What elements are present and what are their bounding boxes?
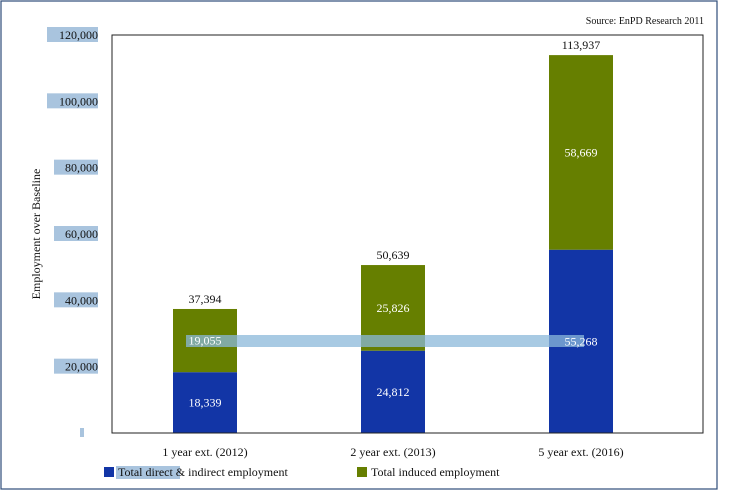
y-tick-label-3: 60,000 bbox=[65, 227, 98, 241]
y-tick-label-bg-4 bbox=[54, 159, 98, 175]
plot-area-border bbox=[111, 34, 704, 434]
y-tick-label-backgrounds bbox=[47, 27, 98, 437]
highlight-band-layer bbox=[186, 335, 584, 347]
y-tick-label-2: 40,000 bbox=[65, 293, 98, 307]
x-tick-label-2: 5 year ext. (2016) bbox=[538, 445, 623, 459]
y-tick-label-6: 120,000 bbox=[59, 28, 98, 42]
legend-text-highlight bbox=[116, 466, 180, 479]
bar-induced-2 bbox=[549, 55, 613, 250]
y-tick-label-4: 80,000 bbox=[65, 161, 98, 175]
total-label-2: 113,937 bbox=[562, 38, 601, 52]
y-axis-tick-labels: 20,000 40,000 60,000 80,000 100,000 120,000 bbox=[59, 28, 98, 374]
data-label-induced-0: 19,055 bbox=[189, 334, 222, 348]
data-label-direct-2: 55,268 bbox=[565, 334, 598, 348]
legend: Total direct & indirect employment Total… bbox=[104, 465, 500, 479]
y-tick-label-bg-0 bbox=[80, 428, 84, 437]
y-tick-label-bg-1 bbox=[54, 358, 98, 374]
bar-direct-0 bbox=[173, 372, 237, 433]
y-axis-label: Employment over Baseline bbox=[29, 169, 43, 300]
legend-swatch-direct bbox=[104, 467, 114, 477]
total-label-1: 50,639 bbox=[377, 248, 410, 262]
x-axis-tick-labels: 1 year ext. (2012) 2 year ext. (2013) 5 ye… bbox=[162, 445, 623, 459]
y-tick-label-5: 100,000 bbox=[59, 94, 98, 108]
y-tick-label-bg-6 bbox=[47, 27, 98, 42]
data-labels: 18,339 19,055 37,394 24,812 25,826 50,639 55,2… bbox=[189, 38, 601, 409]
legend-label-induced: Total induced employment bbox=[371, 465, 500, 479]
y-tick-label-bg-2 bbox=[54, 292, 98, 308]
y-tick-label-bg-5 bbox=[47, 93, 98, 109]
data-label-induced-1: 25,826 bbox=[377, 301, 410, 315]
data-label-direct-1: 24,812 bbox=[377, 385, 410, 399]
y-tick-label-1: 20,000 bbox=[65, 360, 98, 374]
y-tick-label-bg-3 bbox=[54, 226, 98, 241]
legend-label-direct: Total direct & indirect employment bbox=[118, 465, 288, 479]
x-tick-label-1: 2 year ext. (2013) bbox=[350, 445, 435, 459]
data-label-direct-0: 18,339 bbox=[189, 396, 222, 410]
source-note: Source: EnPD Research 2011 bbox=[586, 16, 704, 27]
total-label-0: 37,394 bbox=[189, 292, 222, 306]
x-tick-label-0: 1 year ext. (2012) bbox=[162, 445, 247, 459]
bar-direct-1 bbox=[361, 350, 425, 433]
data-label-induced-2: 58,669 bbox=[565, 145, 598, 159]
legend-swatch-induced bbox=[357, 467, 367, 477]
highlight-band bbox=[186, 335, 584, 347]
